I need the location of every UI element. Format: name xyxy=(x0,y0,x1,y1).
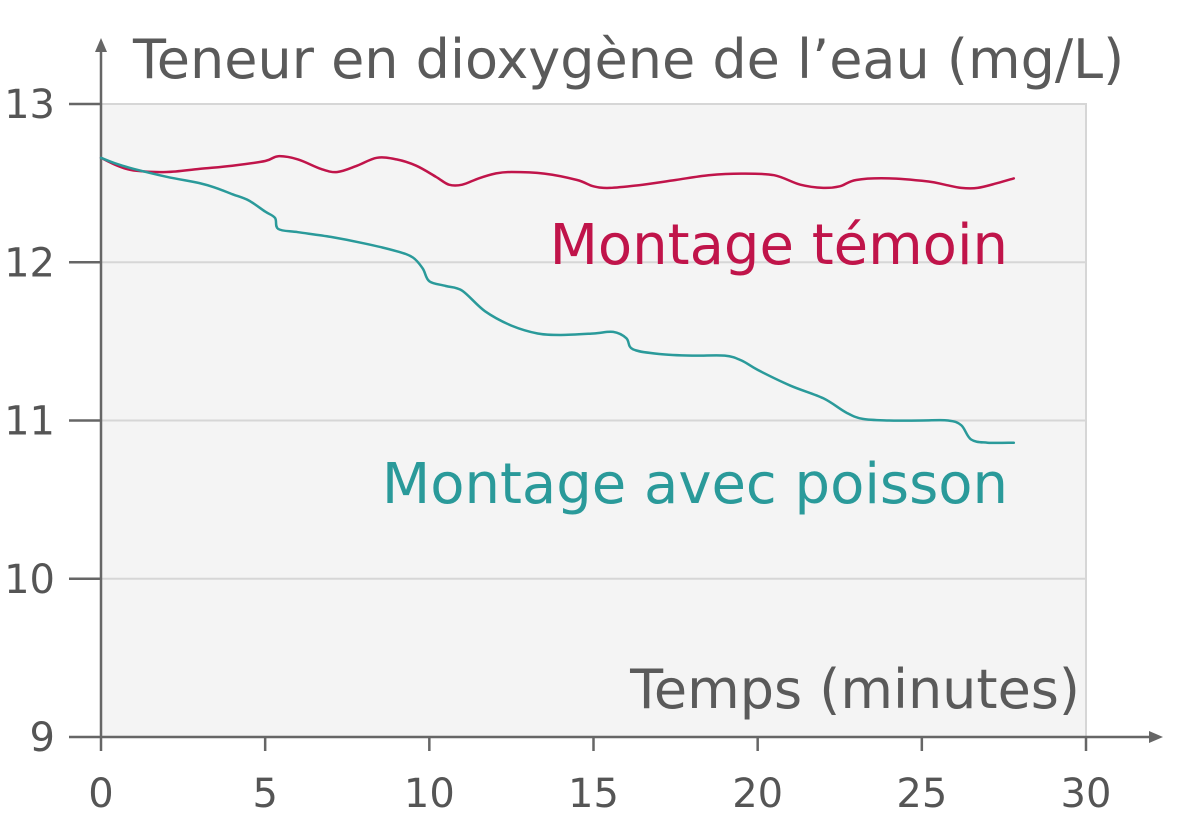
x-tick-label: 5 xyxy=(252,771,277,817)
series-line-poisson xyxy=(99,156,1016,445)
x-axis-arrow xyxy=(1149,731,1163,743)
x-tick-label: 15 xyxy=(568,771,619,817)
y-tick-label: 13 xyxy=(4,82,55,128)
x-tick-label: 0 xyxy=(88,771,113,817)
y-tick-label: 9 xyxy=(30,715,55,761)
x-tick-label: 30 xyxy=(1061,771,1112,817)
series-lines xyxy=(99,154,1016,445)
x-tick-label: 20 xyxy=(732,771,783,817)
series-line-temoin xyxy=(99,154,1016,190)
y-tick-label: 11 xyxy=(4,399,55,445)
axes: 9 10 11 12 13 0 5 10 15 20 25 30 xyxy=(4,38,1163,817)
x-tick-label: 10 xyxy=(404,771,455,817)
y-tick-label: 10 xyxy=(4,557,55,603)
x-tick-label: 25 xyxy=(896,771,947,817)
y-axis-title: Teneur en dioxygène de l’eau (mg/L) xyxy=(132,28,1124,91)
series-label-temoin: Montage témoin xyxy=(550,213,1008,278)
y-axis-arrow xyxy=(95,38,107,52)
y-tick-label: 12 xyxy=(4,240,55,286)
series-label-poisson: Montage avec poisson xyxy=(382,452,1008,517)
labels: Teneur en dioxygène de l’eau (mg/L) Temps… xyxy=(132,28,1124,721)
x-axis-title: Temps (minutes) xyxy=(629,658,1080,721)
